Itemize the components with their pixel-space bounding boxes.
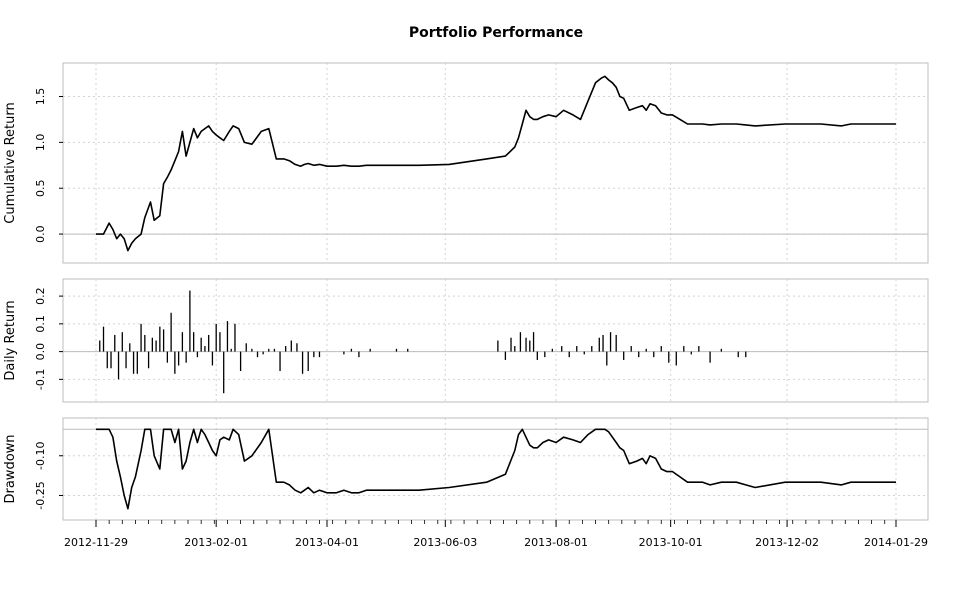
y-tick-label: -0.1	[34, 369, 47, 390]
y-tick-label: 0.0	[34, 225, 47, 243]
y-tick-label: 1.5	[34, 88, 47, 106]
y-axis-label: Cumulative Return	[3, 102, 18, 223]
panel-frame	[62, 62, 929, 264]
chart-panels: 0.0 0.5 1.0 1.5 Cumulative Return -0.1 0.0 0.1 0…	[3, 62, 929, 549]
chart-title: Portfolio Performance	[409, 25, 583, 41]
series-line-cumulative	[96, 75, 896, 252]
x-tick-label: 2013-06-03	[413, 536, 477, 549]
y-tick-label: 0.5	[34, 179, 47, 197]
y-tick-label: 0.2	[34, 287, 47, 305]
y-axis-label: Daily Return	[3, 300, 18, 380]
series-line-drawdown	[96, 428, 896, 510]
x-tick-label: 2013-02-01	[184, 536, 248, 549]
y-tick-label: 0.0	[34, 343, 47, 361]
y-tick-label: -0.25	[34, 481, 47, 509]
x-tick-label: 2013-12-02	[755, 536, 819, 549]
x-tick-label: 2014-01-29	[864, 536, 928, 549]
x-tick-label: 2013-10-01	[639, 536, 703, 549]
x-tick-label: 2013-04-01	[295, 536, 359, 549]
x-tick-label: 2013-08-01	[524, 536, 588, 549]
y-axis-label: Drawdown	[3, 434, 18, 503]
x-tick-label: 2012-11-29	[64, 536, 128, 549]
panel-frame	[62, 417, 929, 521]
x-axis: 2012-11-29 2013-02-01 2013-04-01 2013-06-03…	[64, 520, 928, 549]
panel-frame	[62, 278, 929, 403]
panel-drawdown: -0.25 -0.10 Drawdown	[3, 417, 929, 521]
panel-cumulative: 0.0 0.5 1.0 1.5 Cumulative Return	[3, 62, 929, 264]
y-tick-label: 1.0	[34, 134, 47, 152]
y-tick-label: 0.1	[34, 315, 47, 333]
panel-daily: -0.1 0.0 0.1 0.2 Daily Return	[3, 278, 929, 403]
y-tick-label: -0.10	[34, 442, 47, 470]
